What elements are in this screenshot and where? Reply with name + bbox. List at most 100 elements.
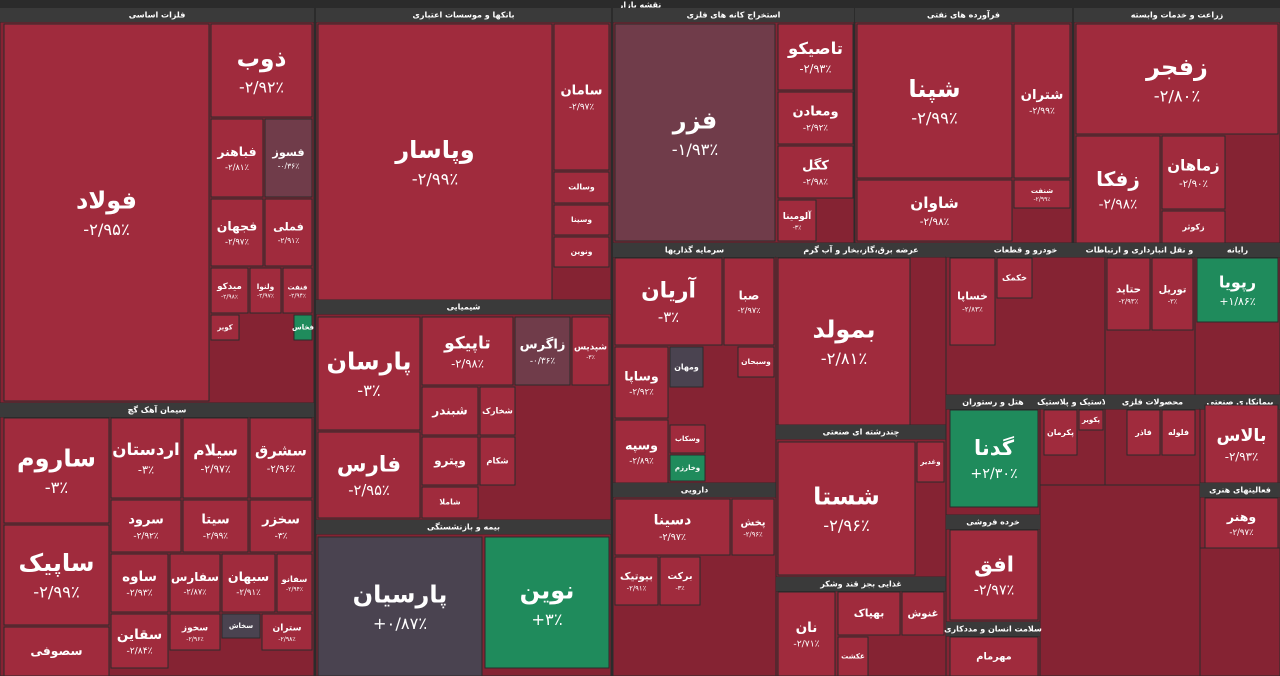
tile-box bbox=[317, 316, 421, 431]
tile-change: -۲/۹۹٪ bbox=[911, 109, 957, 128]
tile-box bbox=[249, 417, 313, 499]
sector-title: سلامت انسان و مددکاری bbox=[944, 625, 1042, 634]
tile-box bbox=[856, 23, 1013, 179]
tile: وهنر -۲/۹۷٪ bbox=[1204, 497, 1279, 549]
tile-name: پارسان bbox=[327, 348, 412, 376]
tile-name: شبندر bbox=[431, 404, 467, 418]
tile-change: -۲/۹۱٪ bbox=[627, 585, 647, 593]
sector-header bbox=[776, 243, 946, 257]
tile-box bbox=[276, 553, 313, 613]
tile: آلومینا -۳٪ bbox=[777, 199, 817, 242]
tile-name: زماهان bbox=[1167, 156, 1219, 174]
sector-title: چندرشته ای صنعتی bbox=[823, 428, 900, 437]
tile-name: کگل bbox=[802, 158, 829, 174]
sector-title: محصولات فلزی bbox=[1122, 398, 1183, 407]
tile-change: -۲/۹۲٪ bbox=[239, 77, 284, 96]
tile: تاپیکو -۲/۹۸٪ bbox=[421, 316, 514, 386]
tile-box bbox=[169, 553, 221, 613]
tile: سخوز -۲/۹۶٪ bbox=[169, 613, 221, 651]
tile-name: سرود bbox=[128, 513, 164, 528]
sector-header bbox=[946, 622, 1040, 636]
tile-name: پکرمان bbox=[1047, 428, 1074, 437]
tile-box bbox=[737, 346, 775, 378]
tile-name: غنوش bbox=[908, 609, 939, 620]
tile-name: دسینا bbox=[654, 513, 692, 529]
sector-header bbox=[1195, 243, 1280, 257]
tile-name: ساوه bbox=[122, 569, 157, 585]
tile-change: -۲/۷۱٪ bbox=[793, 639, 819, 650]
tile-name: زفکا bbox=[1096, 167, 1140, 191]
tile-box bbox=[261, 613, 313, 651]
tile: سقاین -۲/۸۴٪ bbox=[110, 613, 169, 669]
tile-name: اردستان bbox=[112, 440, 180, 459]
tile-change: -۲/۹۸٪ bbox=[803, 177, 828, 187]
tile-box bbox=[110, 553, 169, 613]
tile-box bbox=[317, 431, 421, 519]
tile-change: -۲/۹۴٪ bbox=[289, 292, 306, 299]
tile-name: بیوتیک bbox=[620, 571, 653, 582]
sector: فرآورده های نفتی شپنا -۲/۹۹٪ شتران -۲/۹۹٪ شاو… bbox=[854, 8, 1073, 244]
sector-header bbox=[946, 515, 1040, 529]
tile-name: سخوز bbox=[181, 623, 208, 633]
tile-box bbox=[1161, 409, 1196, 456]
sector-title: فعالیتهای هنری bbox=[1209, 486, 1271, 495]
tile: سفانو-۲/۹۴٪ bbox=[276, 553, 313, 613]
tile: سیتا -۲/۹۹٪ bbox=[182, 499, 249, 553]
tile: ساروم -۳٪ bbox=[3, 417, 110, 524]
tile-box bbox=[916, 441, 945, 483]
tile: زکوثر bbox=[1161, 210, 1226, 244]
tile-box bbox=[514, 316, 571, 386]
tile-name: پکویر bbox=[1081, 416, 1100, 424]
tile: ستران -۲/۹۸٪ bbox=[261, 613, 313, 651]
tile-box bbox=[110, 499, 182, 553]
tile-name: نوین bbox=[520, 577, 575, 605]
tile-box bbox=[777, 199, 817, 242]
tile: گدنا +۲/۳۰٪ bbox=[949, 409, 1039, 508]
tile-change: -۲/۹۷٪ bbox=[225, 236, 249, 246]
sector-title: خودرو و قطعات bbox=[994, 246, 1058, 255]
tile-name: پخش bbox=[740, 518, 765, 529]
map-title: نقشه بازار bbox=[618, 1, 662, 10]
tile: توریل-۳٪ bbox=[1151, 257, 1194, 331]
sector-title: رایانه bbox=[1227, 246, 1249, 255]
tile-name: سیتا bbox=[201, 513, 229, 528]
tile-change: -۲/۸۴٪ bbox=[126, 646, 152, 657]
tile: فجهان -۲/۹۷٪ bbox=[210, 198, 264, 267]
sector: غذایی بجز قند وشکر نان -۲/۷۱٪ بهپاک غنوش غکشت bbox=[775, 577, 947, 676]
tile: سبهان -۲/۹۱٪ bbox=[221, 553, 276, 613]
tile-change: -۲/۹۹٪ bbox=[412, 170, 458, 189]
tile: سرود -۲/۹۲٪ bbox=[110, 499, 182, 553]
tile: ومهان bbox=[669, 346, 704, 388]
tile-name: وپترو bbox=[433, 454, 466, 469]
tile-change: -۲/۸۳٪ bbox=[962, 305, 983, 314]
tile-change: -۲/۹۶٪ bbox=[267, 464, 296, 475]
tile-change: -۲/۹۹٪ bbox=[1029, 107, 1055, 117]
tile-name: سصوفی bbox=[30, 644, 82, 658]
tile-change: -۲/۹۴٪ bbox=[286, 586, 303, 593]
tile: بمولد -۲/۸۱٪ bbox=[777, 257, 911, 426]
tile: رپویا +۱/۸۶٪ bbox=[1196, 257, 1279, 323]
tile-box bbox=[479, 436, 516, 486]
tile: فسوز -۰/۳۶٪ bbox=[264, 118, 313, 198]
tile-change: +۲/۳۰٪ bbox=[970, 466, 1017, 482]
tile-name: ذوب bbox=[237, 46, 287, 73]
tile-change: -۲/۹۷٪ bbox=[257, 293, 274, 300]
tile-change: -۲/۸۱٪ bbox=[821, 349, 867, 368]
tile-name: شاملا bbox=[439, 498, 460, 507]
tile-change: -۲/۹۸٪ bbox=[278, 636, 295, 643]
tile-box bbox=[777, 23, 854, 91]
tile-change: -۲/۹۲٪ bbox=[133, 531, 158, 541]
tile-box bbox=[1161, 210, 1226, 244]
tile-name: وپاسار bbox=[394, 136, 474, 164]
tile: پکرمان bbox=[1043, 409, 1078, 456]
tile-box bbox=[1043, 409, 1078, 456]
tile-change: -۲/۹۹٪ bbox=[203, 531, 228, 541]
tile-name: شپنا bbox=[908, 75, 960, 103]
tile-box bbox=[210, 23, 313, 118]
tile: وسبحان bbox=[737, 346, 775, 378]
tile-change: -۳٪ bbox=[675, 584, 685, 592]
tile-box bbox=[1161, 135, 1226, 210]
tile: فنفت-۲/۹۴٪ bbox=[282, 267, 313, 314]
sector: زراعت و خدمات وابسته زفجر -۲/۸۰٪ زفکا -۲/۹۸٪… bbox=[1073, 8, 1280, 244]
sector-title: هتل و رستوران bbox=[962, 398, 1024, 407]
